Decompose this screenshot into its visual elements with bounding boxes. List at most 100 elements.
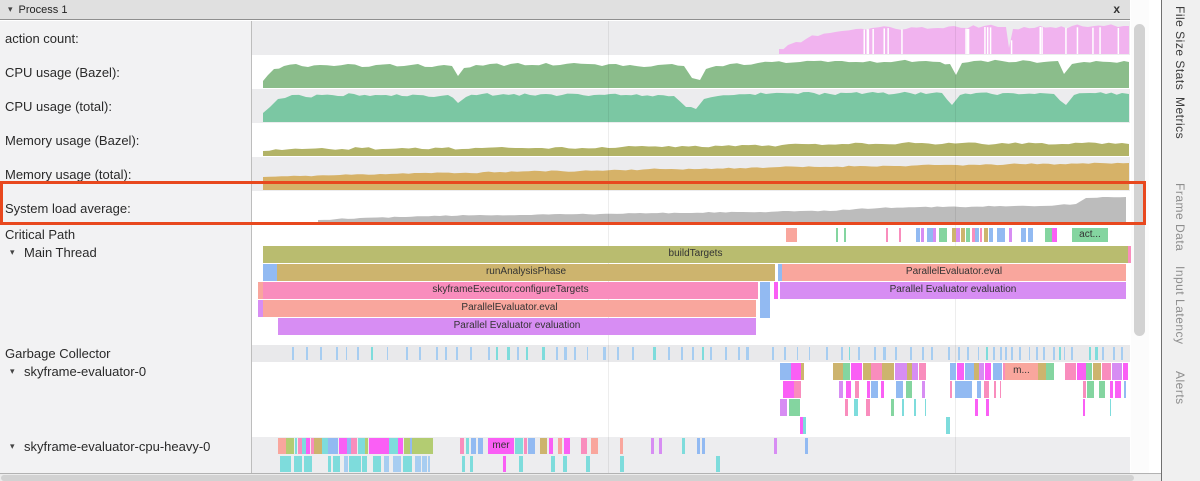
tab-file-size-stats[interactable]: File Size Stats — [1173, 6, 1187, 91]
slice[interactable] — [435, 347, 439, 360]
slice-runanalysisphase[interactable]: runAnalysisPhase — [277, 264, 775, 281]
slice[interactable] — [280, 456, 291, 472]
close-icon[interactable]: x — [1113, 2, 1120, 16]
slice[interactable] — [1005, 347, 1007, 360]
slice[interactable] — [1053, 347, 1055, 360]
counter-label-row-cpu_total[interactable]: CPU usage (total): — [0, 89, 251, 123]
slice[interactable] — [984, 381, 990, 398]
slice[interactable] — [462, 456, 465, 472]
slice[interactable] — [659, 438, 662, 454]
slice[interactable] — [1058, 347, 1061, 360]
slice[interactable] — [398, 438, 403, 454]
slice[interactable] — [338, 438, 347, 454]
slice[interactable] — [1128, 246, 1131, 263]
slice[interactable] — [836, 228, 838, 242]
slice[interactable] — [335, 438, 339, 454]
slice[interactable] — [975, 399, 979, 416]
slice[interactable] — [1120, 347, 1123, 360]
slice[interactable] — [564, 347, 567, 360]
slice[interactable] — [1028, 228, 1033, 242]
slice[interactable] — [780, 363, 791, 380]
slice[interactable] — [406, 347, 408, 360]
slice[interactable] — [786, 228, 797, 242]
vertical-scrollbar[interactable] — [1131, 0, 1149, 473]
slice-parallel-evaluator-evaluation[interactable]: Parallel Evaluator evaluation — [780, 282, 1126, 299]
slice[interactable] — [542, 347, 545, 360]
slice[interactable] — [581, 438, 587, 454]
slice[interactable] — [1095, 347, 1098, 360]
slice-mer[interactable]: mer — [488, 438, 514, 454]
slice[interactable] — [924, 399, 926, 416]
slice[interactable] — [1076, 363, 1086, 380]
slice[interactable] — [1052, 228, 1057, 242]
slice[interactable] — [373, 456, 382, 472]
slice[interactable] — [826, 347, 828, 360]
slice[interactable] — [527, 438, 536, 454]
slice[interactable] — [839, 381, 844, 398]
slice[interactable] — [983, 228, 989, 242]
slice[interactable] — [774, 282, 778, 299]
slice[interactable] — [293, 456, 303, 472]
slice[interactable] — [783, 381, 794, 398]
counter-label-row-mem_bazel[interactable]: Memory usage (Bazel): — [0, 123, 251, 157]
slice[interactable] — [913, 399, 916, 416]
slice-skyframeexecutor-configuretargets[interactable]: skyframeExecutor.configureTargets — [263, 282, 758, 299]
slice[interactable] — [653, 347, 656, 360]
slice[interactable] — [899, 228, 901, 242]
tab-frame-data[interactable]: Frame Data — [1173, 183, 1187, 252]
slice[interactable] — [709, 347, 712, 360]
slice[interactable] — [986, 347, 989, 360]
slice[interactable] — [1092, 363, 1102, 380]
flame-chart-layer[interactable]: buildTargets runAnalysisPhase ParallelEval… — [252, 0, 1131, 473]
slice[interactable] — [1087, 381, 1095, 398]
slice[interactable] — [345, 347, 348, 360]
slice[interactable] — [956, 228, 961, 242]
slice[interactable] — [1098, 381, 1106, 398]
slice[interactable] — [866, 399, 870, 416]
slice[interactable] — [470, 456, 473, 472]
counter-label-row-action_count[interactable]: action count: — [0, 21, 251, 55]
slice[interactable] — [881, 363, 894, 380]
collapse-process-icon[interactable]: ▾ — [8, 4, 13, 14]
slice[interactable] — [866, 381, 870, 398]
slice[interactable] — [780, 399, 787, 416]
thread-label-row-main[interactable]: ▾ Main Thread — [0, 243, 251, 261]
slice[interactable] — [979, 363, 985, 380]
slice[interactable] — [415, 456, 422, 472]
slice[interactable] — [850, 363, 862, 380]
slice[interactable] — [760, 282, 770, 318]
slice[interactable] — [697, 438, 700, 454]
slice[interactable] — [800, 417, 803, 434]
slice[interactable] — [350, 438, 357, 454]
slice[interactable] — [844, 228, 846, 242]
slice[interactable] — [620, 438, 623, 454]
slice[interactable] — [961, 228, 965, 242]
slice[interactable] — [1124, 381, 1126, 398]
slice[interactable] — [965, 363, 974, 380]
counter-label-row-cpu_bazel[interactable]: CPU usage (Bazel): — [0, 55, 251, 89]
slice[interactable] — [383, 456, 390, 472]
slice[interactable] — [428, 456, 430, 472]
tab-metrics[interactable]: Metrics — [1173, 97, 1187, 140]
slice[interactable] — [1114, 381, 1122, 398]
slice[interactable] — [977, 381, 982, 398]
slice[interactable] — [403, 438, 411, 454]
slice[interactable] — [957, 381, 962, 398]
slice-parallel-evaluator-evaluation[interactable]: Parallel Evaluator evaluation — [278, 318, 756, 335]
slice[interactable] — [444, 347, 448, 360]
slice[interactable] — [789, 399, 800, 416]
slice[interactable] — [1101, 347, 1105, 360]
slice[interactable] — [278, 438, 286, 454]
slice[interactable] — [549, 438, 554, 454]
slice[interactable] — [332, 456, 341, 472]
slice[interactable] — [957, 363, 965, 380]
slice[interactable] — [971, 228, 975, 242]
slice[interactable] — [365, 438, 369, 454]
slice[interactable] — [986, 399, 989, 416]
slice[interactable] — [651, 438, 654, 454]
slice[interactable] — [927, 228, 933, 242]
slice[interactable] — [460, 438, 464, 454]
slice[interactable] — [1083, 381, 1086, 398]
slice[interactable] — [803, 417, 806, 434]
slice[interactable] — [895, 381, 903, 398]
